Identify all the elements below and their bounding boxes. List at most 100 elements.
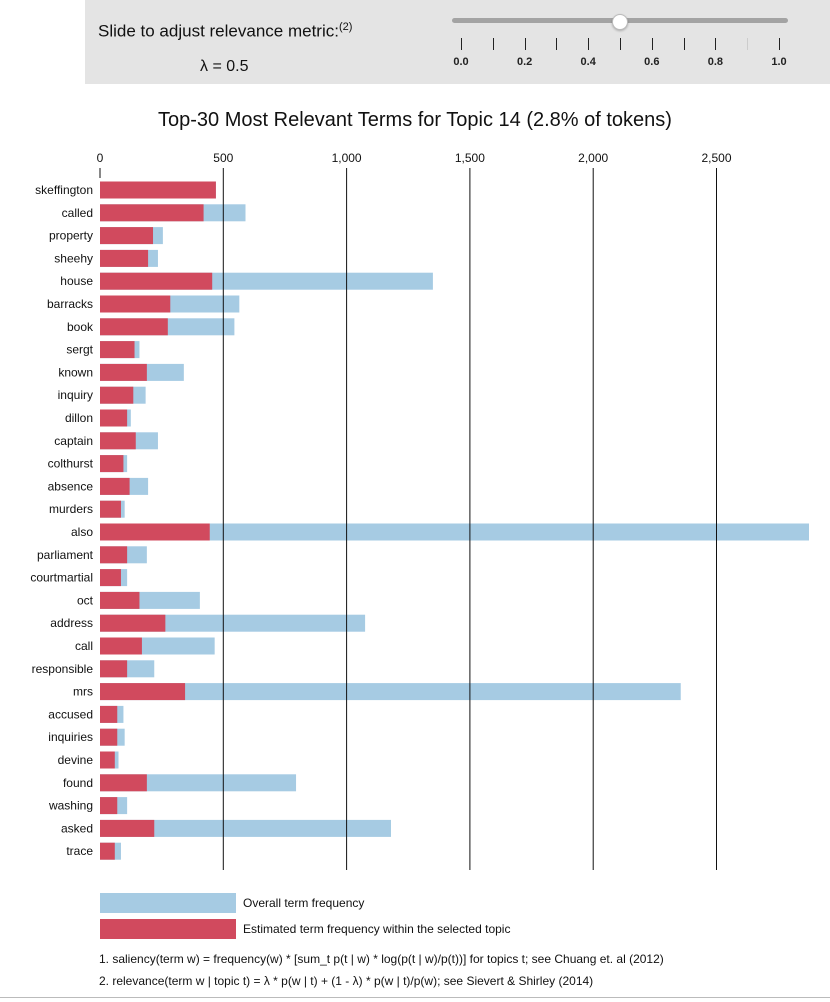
bar-topic [100,705,118,723]
bar-topic [100,227,154,245]
x-tick-label: 0 [97,151,104,165]
term-label: mrs [73,685,93,699]
slider-label-footnote-ref: (2) [338,21,353,33]
term-label: courtmartial [30,571,93,585]
slider-label-text: Slide to adjust relevance metric: [98,21,339,41]
bar-overall [100,819,391,837]
term-label: parliament [37,548,94,562]
bar-topic [100,295,171,313]
slider-tick [588,38,590,50]
slider-tick [779,38,780,50]
term-label: barracks [47,297,93,311]
bar-topic [100,614,166,632]
slider-tick-label: 1.0 [771,56,787,68]
slider-tick [524,38,526,50]
slider-tick [620,38,621,50]
legend-swatch-topic [100,919,236,939]
legend-swatch-overall [100,893,236,913]
x-tick-label: 1,000 [332,151,362,165]
term-label: book [67,320,94,334]
bar-topic [100,637,142,655]
bar-topic [100,341,135,359]
bar-topic [100,591,140,609]
term-label: skeffington [35,183,93,197]
term-label: devine [58,753,94,767]
slider-tick [651,38,653,50]
slider-label: Slide to adjust relevance metric:(2) [98,21,352,42]
term-label: property [49,229,93,243]
x-tick-label: 2,000 [578,151,608,165]
bar-topic [100,523,210,541]
bar-topic [100,660,128,678]
slider-thumb[interactable] [612,14,628,30]
term-label: called [62,206,93,220]
bar-topic [100,569,121,587]
term-label: address [50,616,93,630]
bar-topic [100,409,128,427]
slider-tick [715,38,717,50]
bar-overall [100,683,681,701]
legend-label-topic: Estimated term frequency within the sele… [243,922,511,936]
term-label: asked [61,821,93,835]
term-label: accused [48,707,93,721]
bar-topic [100,181,216,199]
slider-tick [683,38,685,50]
bar-topic [100,683,186,701]
term-label: responsible [32,662,94,676]
term-label: oct [77,593,94,607]
bar-overall [100,774,297,792]
footnote-relevance: 2. relevance(term w | topic t) = λ * p(w… [99,974,594,988]
bar-topic [100,204,204,222]
term-label: sheehy [54,251,93,265]
term-label: washing [48,799,93,813]
bar-topic [100,751,115,769]
bar-topic [100,546,128,564]
term-label: inquiry [58,388,93,402]
bottom-divider [0,997,830,998]
bar-topic [100,432,136,450]
bar-topic [100,477,130,495]
term-label: also [71,525,93,539]
slider-tick [492,38,494,50]
term-label: house [60,274,93,288]
relevance-slider-panel: Slide to adjust relevance metric:(2) λ =… [85,0,830,84]
footnote-saliency: 1. saliency(term w) = frequency(w) * [su… [99,952,664,966]
term-label: murders [49,502,93,516]
slider-tick [461,38,462,50]
term-label: colthurst [48,457,94,471]
term-label: absence [48,479,94,493]
term-label: sergt [66,343,93,357]
bar-topic [100,318,168,336]
bar-topic [100,386,134,404]
bar-overall [100,523,809,541]
slider-tick-label: 0.2 [516,56,533,68]
term-label: inquiries [48,730,93,744]
term-frequency-chart: 0 500 1,000 1,500 2,000 2,500 skeffington calle… [30,151,809,870]
slider-tick-label: 0.0 [453,56,469,68]
x-tick-label: 1,500 [455,151,485,165]
slider-tick-label: 0.8 [707,56,724,68]
chart-title: Top-30 Most Relevant Terms for Topic 14 … [158,109,672,131]
legend-label-overall: Overall term frequency [243,896,365,910]
bar-topic [100,797,118,815]
term-label: known [58,365,93,379]
lambda-value: λ = 0.5 [200,58,249,75]
slider-tick-label: 0.4 [580,56,596,68]
bar-topic [100,249,149,267]
term-label: found [63,776,93,790]
bar-overall [100,614,366,632]
x-tick-label: 500 [213,151,233,165]
term-label: dillon [65,411,93,425]
bar-topic [100,363,147,381]
bar-topic [100,455,124,473]
slider-tick [556,38,558,50]
bar-topic [100,728,118,746]
slider-tick [747,38,749,50]
bar-topic [100,842,115,860]
term-label: captain [54,434,93,448]
bar-topic [100,774,147,792]
slider-tick-label: 0.6 [644,56,660,68]
bar-topic [100,272,213,290]
bar-topic [100,819,155,837]
term-label: trace [66,844,93,858]
